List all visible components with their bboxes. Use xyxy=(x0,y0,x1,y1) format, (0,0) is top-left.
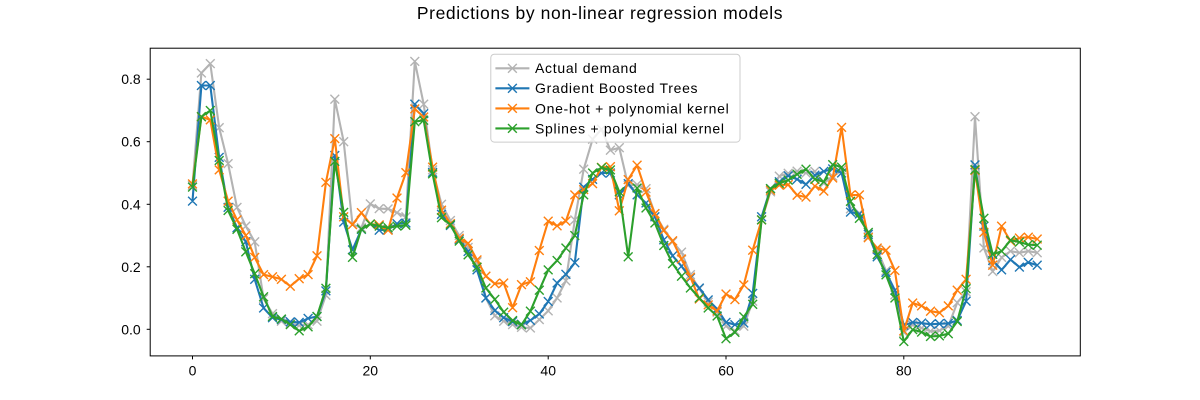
svg-text:Actual demand: Actual demand xyxy=(535,60,638,76)
svg-text:80: 80 xyxy=(896,363,912,379)
svg-text:0.4: 0.4 xyxy=(121,196,141,212)
svg-text:Splines + polynomial kernel: Splines + polynomial kernel xyxy=(535,120,725,136)
svg-text:Gradient Boosted Trees: Gradient Boosted Trees xyxy=(535,80,698,96)
svg-text:20: 20 xyxy=(363,363,379,379)
svg-text:0.2: 0.2 xyxy=(121,259,141,275)
svg-text:0.8: 0.8 xyxy=(121,71,141,87)
svg-text:60: 60 xyxy=(718,363,734,379)
svg-text:0.6: 0.6 xyxy=(121,134,141,150)
svg-text:Predictions by non-linear regr: Predictions by non-linear regression mod… xyxy=(417,3,783,23)
svg-text:One-hot + polynomial kernel: One-hot + polynomial kernel xyxy=(535,100,729,116)
svg-text:0: 0 xyxy=(189,363,197,379)
svg-text:0.0: 0.0 xyxy=(121,321,141,337)
svg-text:40: 40 xyxy=(540,363,556,379)
